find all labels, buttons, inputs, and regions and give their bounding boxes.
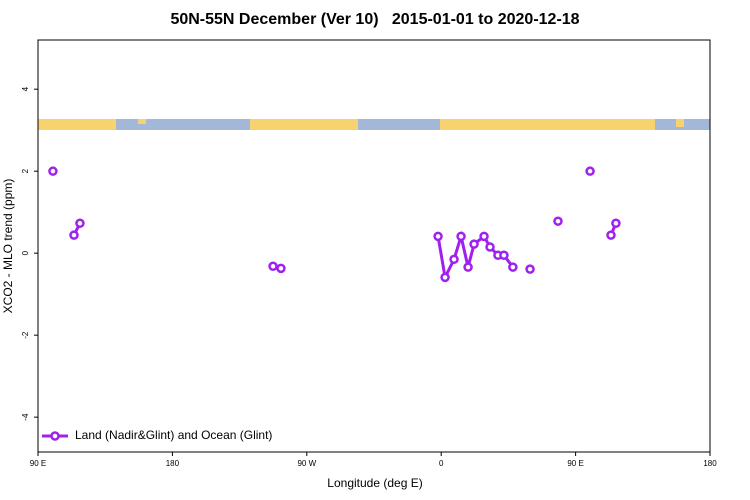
x-tick-label: 90 E: [567, 459, 583, 468]
point: [469, 239, 479, 249]
y-tick-label: 2: [21, 168, 30, 173]
map-strip: [38, 119, 710, 130]
point: [585, 166, 595, 176]
point: [463, 262, 473, 272]
x-axis-label: Longitude (deg E): [327, 476, 422, 490]
legend-label: Land (Nadir&Glint) and Ocean (Glint): [75, 428, 272, 442]
point: [606, 230, 616, 240]
x-tick-label: 0: [439, 459, 444, 468]
point: [48, 166, 58, 176]
point: [525, 264, 535, 274]
ocean-band: [38, 119, 710, 130]
legend-marker: [50, 431, 60, 441]
point: [485, 242, 495, 252]
point: [456, 231, 466, 242]
point: [449, 254, 459, 265]
point: [75, 218, 85, 228]
plot-frame: [37, 39, 711, 453]
x-tick-label: 90 W: [297, 459, 316, 468]
point: [553, 216, 563, 226]
y-axis-label: XCO2 - MLO trend (ppm): [1, 179, 15, 314]
land-band: [676, 119, 684, 127]
x-tick-label: 180: [703, 459, 717, 468]
point: [268, 261, 278, 272]
x-tick-label: 180: [166, 459, 180, 468]
land-band: [250, 119, 358, 130]
point: [611, 218, 621, 228]
point: [440, 272, 450, 283]
chart-title: 50N-55N December (Ver 10) 2015-01-01 to …: [170, 11, 579, 28]
y-tick-label: -2: [21, 331, 30, 339]
land-band: [440, 119, 655, 130]
point: [479, 231, 489, 242]
point: [433, 231, 443, 242]
y-tick-label: 4: [21, 86, 30, 91]
y-tick-label: 0: [21, 250, 30, 255]
y-tick-label: -4: [21, 413, 30, 421]
point: [508, 262, 518, 272]
land-band: [38, 119, 116, 130]
point: [499, 250, 509, 260]
point: [69, 230, 79, 240]
land-band: [138, 119, 146, 124]
point: [276, 263, 286, 274]
x-tick-label: 90 E: [30, 459, 46, 468]
